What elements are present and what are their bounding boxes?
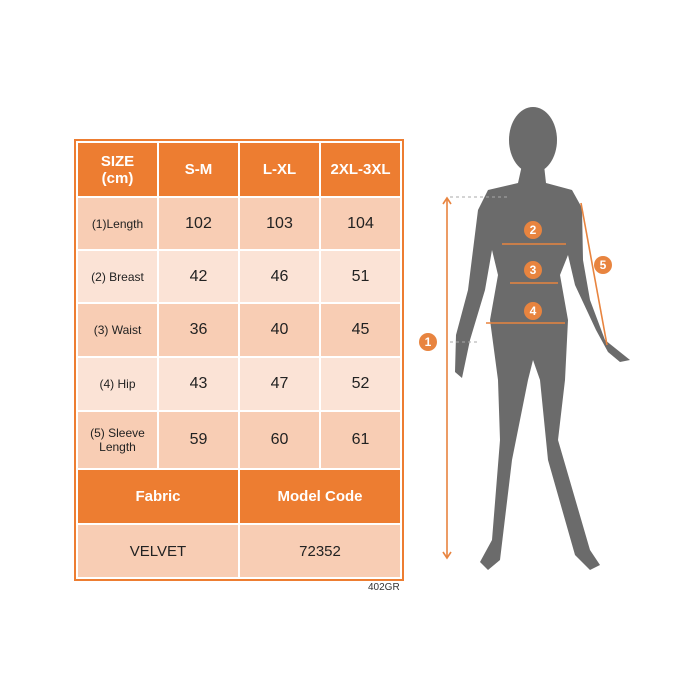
row-label: (2) Breast — [76, 249, 159, 304]
fabric-row: VELVET 72352 — [76, 523, 402, 579]
cell: 104 — [319, 196, 402, 251]
row-label-line: Length — [99, 440, 136, 454]
fabric-label: Fabric — [76, 468, 240, 525]
product-code: 402GR — [368, 582, 400, 593]
measurement-lines — [442, 196, 608, 560]
cell: 43 — [157, 356, 240, 412]
table-row: (3) Waist 36 40 45 — [76, 302, 402, 358]
cell: 59 — [157, 410, 240, 470]
cell: 47 — [238, 356, 321, 412]
size-header: 2XL-3XL — [319, 141, 402, 198]
table-row: (5) Sleeve Length 59 60 61 — [76, 410, 402, 470]
row-label: (3) Waist — [76, 302, 159, 358]
cell: 51 — [319, 249, 402, 304]
table-row: (1)Length 102 103 104 — [76, 196, 402, 251]
cell: 46 — [238, 249, 321, 304]
measurement-markers: 1 2 3 4 5 — [419, 221, 612, 351]
size-label: SIZE — [100, 152, 135, 170]
marker-2: 2 — [530, 223, 537, 237]
cell: 52 — [319, 356, 402, 412]
row-label: (1)Length — [76, 196, 159, 251]
cell: 61 — [319, 410, 402, 470]
size-header: S-M — [157, 141, 240, 198]
model-code-label: Model Code — [238, 468, 402, 525]
cell: 60 — [238, 410, 321, 470]
model-code-value: 72352 — [238, 523, 402, 579]
size-unit-header: SIZE (cm) — [76, 141, 159, 198]
cell: 40 — [238, 302, 321, 358]
row-label: (5) Sleeve Length — [76, 410, 159, 470]
header-row: SIZE (cm) S-M L-XL 2XL-3XL — [76, 141, 402, 198]
cell: 103 — [238, 196, 321, 251]
fabric-value: VELVET — [76, 523, 240, 579]
row-label: (4) Hip — [76, 356, 159, 412]
size-chart-table: SIZE (cm) S-M L-XL 2XL-3XL (1)Length 102 … — [74, 139, 404, 581]
cell: 102 — [157, 196, 240, 251]
cell: 42 — [157, 249, 240, 304]
table-row: (4) Hip 43 47 52 — [76, 356, 402, 412]
row-label-line: (5) Sleeve — [90, 426, 145, 440]
marker-3: 3 — [530, 263, 537, 277]
unit-label: (cm) — [101, 169, 134, 187]
marker-1: 1 — [425, 335, 432, 349]
marker-5: 5 — [600, 258, 607, 272]
woman-silhouette — [455, 107, 630, 570]
size-header: L-XL — [238, 141, 321, 198]
cell: 36 — [157, 302, 240, 358]
fabric-header-row: Fabric Model Code — [76, 468, 402, 525]
cell: 45 — [319, 302, 402, 358]
table-row: (2) Breast 42 46 51 — [76, 249, 402, 304]
marker-4: 4 — [530, 304, 537, 318]
